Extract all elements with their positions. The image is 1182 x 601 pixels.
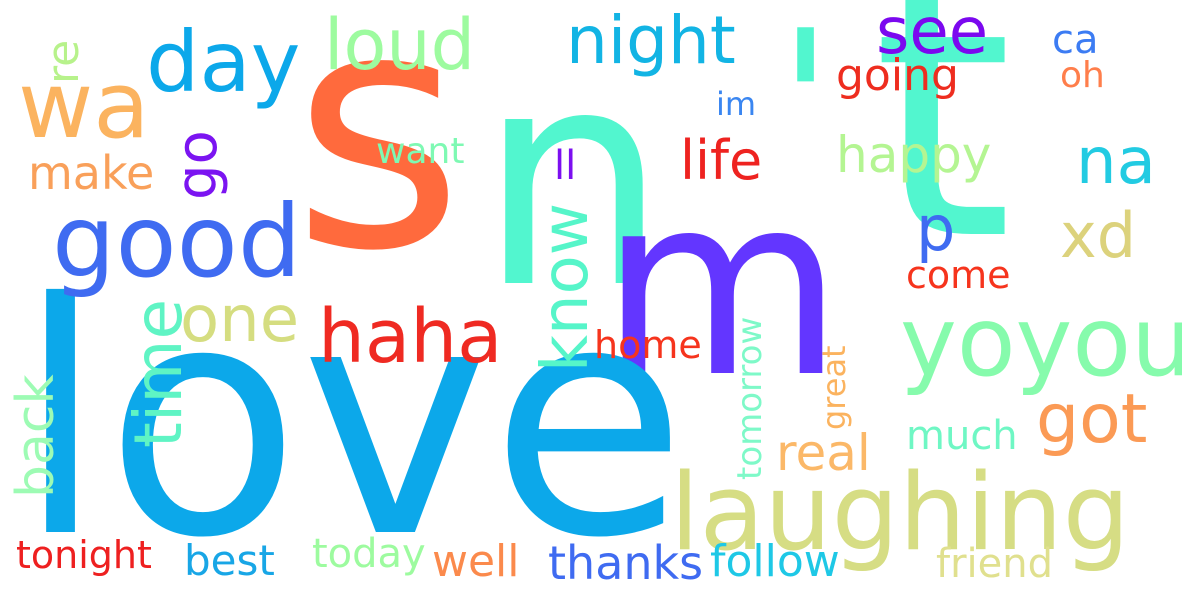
word-going: going: [836, 50, 959, 101]
word-come: come: [906, 253, 1011, 297]
word-im: im: [716, 85, 757, 123]
word-life: life: [680, 129, 763, 192]
word-oh: oh: [1060, 55, 1105, 96]
word-much: much: [906, 413, 1018, 459]
word-want: want: [376, 131, 465, 172]
word-na: na: [1076, 125, 1156, 199]
word-follow: follow: [710, 536, 840, 587]
word-p: p: [916, 192, 956, 265]
word-ca: ca: [1052, 17, 1099, 63]
word-night: night: [566, 2, 736, 79]
word-apostrophe: ': [778, 0, 833, 221]
word-m: m: [600, 141, 844, 432]
word-tonight: tonight: [16, 533, 152, 577]
word-got: got: [1036, 380, 1148, 459]
word-love: love: [16, 236, 687, 601]
word-great: great: [815, 345, 853, 430]
word-yoyou: yoyou: [900, 286, 1182, 398]
word-haha: haha: [318, 294, 503, 380]
word-thanks: thanks: [548, 536, 704, 590]
word-laughing: laughing: [670, 451, 1130, 574]
word-today: today: [312, 531, 426, 577]
word-s: s: [292, 0, 464, 323]
word-back: back: [6, 374, 66, 498]
word-real: real: [776, 424, 871, 482]
word-friend: friend: [936, 541, 1053, 587]
word-make: make: [28, 146, 155, 200]
word-n: n: [478, 5, 669, 354]
word-xd: xd: [1060, 199, 1137, 272]
word-see: see: [876, 0, 989, 69]
word-know: know: [529, 202, 603, 372]
word-t: t: [872, 0, 1014, 319]
word-day: day: [146, 13, 301, 111]
word-one: one: [180, 283, 300, 357]
word-wa: wa: [18, 52, 150, 159]
word-good: good: [52, 183, 302, 300]
word-happy: happy: [836, 126, 992, 184]
word-home: home: [594, 323, 702, 367]
word-well: well: [432, 536, 520, 587]
word-ll: ll: [554, 143, 577, 189]
word-best: best: [184, 536, 275, 585]
word-re: re: [38, 39, 89, 84]
word-loud: loud: [324, 4, 476, 86]
